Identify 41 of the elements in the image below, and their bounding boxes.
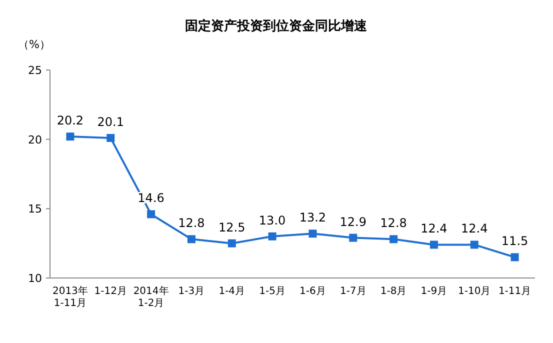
x-tick-label: 2013年 1-11月 (52, 285, 88, 309)
data-label: 12.5 (218, 220, 246, 234)
point (470, 240, 478, 249)
point (308, 230, 317, 238)
data-label: 12.9 (340, 214, 366, 229)
x-tick-label: 1-3月 (178, 286, 205, 297)
point (187, 235, 196, 244)
x-tick-label: 2014年 1-2月 (133, 285, 169, 309)
data-label: 12.8 (380, 216, 407, 230)
x-tick-label: 1-9月 (420, 286, 448, 297)
data-label: 20.1 (97, 114, 124, 129)
y-tick-label: 20 (28, 133, 42, 146)
point (268, 232, 276, 240)
data-label: 11.5 (501, 234, 528, 248)
y-tick-label: 10 (28, 272, 42, 285)
data-label: 12.4 (461, 222, 488, 236)
data-label: 13.2 (299, 210, 326, 225)
x-tick-label: 1-6月 (300, 286, 326, 297)
x-tick-label: 1-8月 (380, 286, 407, 297)
x-tick-label: 1-10月 (458, 286, 491, 297)
x-tick-label: 1-7月 (340, 286, 366, 297)
point (430, 240, 438, 249)
point (510, 253, 519, 262)
x-tick-label: 1-11月 (498, 286, 532, 297)
x-tick-label: 1-4月 (218, 286, 246, 297)
point (106, 134, 115, 142)
x-tick-label: 1-5月 (259, 286, 286, 297)
point (390, 235, 398, 244)
point (147, 210, 156, 218)
data-label: 13.0 (258, 213, 286, 228)
chart-title: 固定资产投资到位资金同比增速 (185, 18, 368, 34)
point (228, 239, 236, 248)
x-tick-label: 1-12月 (94, 286, 127, 297)
point (349, 234, 358, 242)
point (66, 132, 74, 141)
data-label: 12.8 (178, 216, 205, 230)
y-tick-label: 25 (28, 64, 42, 77)
data-label: 20.2 (56, 114, 84, 128)
y-axis-title: （%） (18, 38, 50, 51)
y-tick-label: 15 (28, 202, 42, 216)
data-label: 12.4 (420, 222, 448, 236)
